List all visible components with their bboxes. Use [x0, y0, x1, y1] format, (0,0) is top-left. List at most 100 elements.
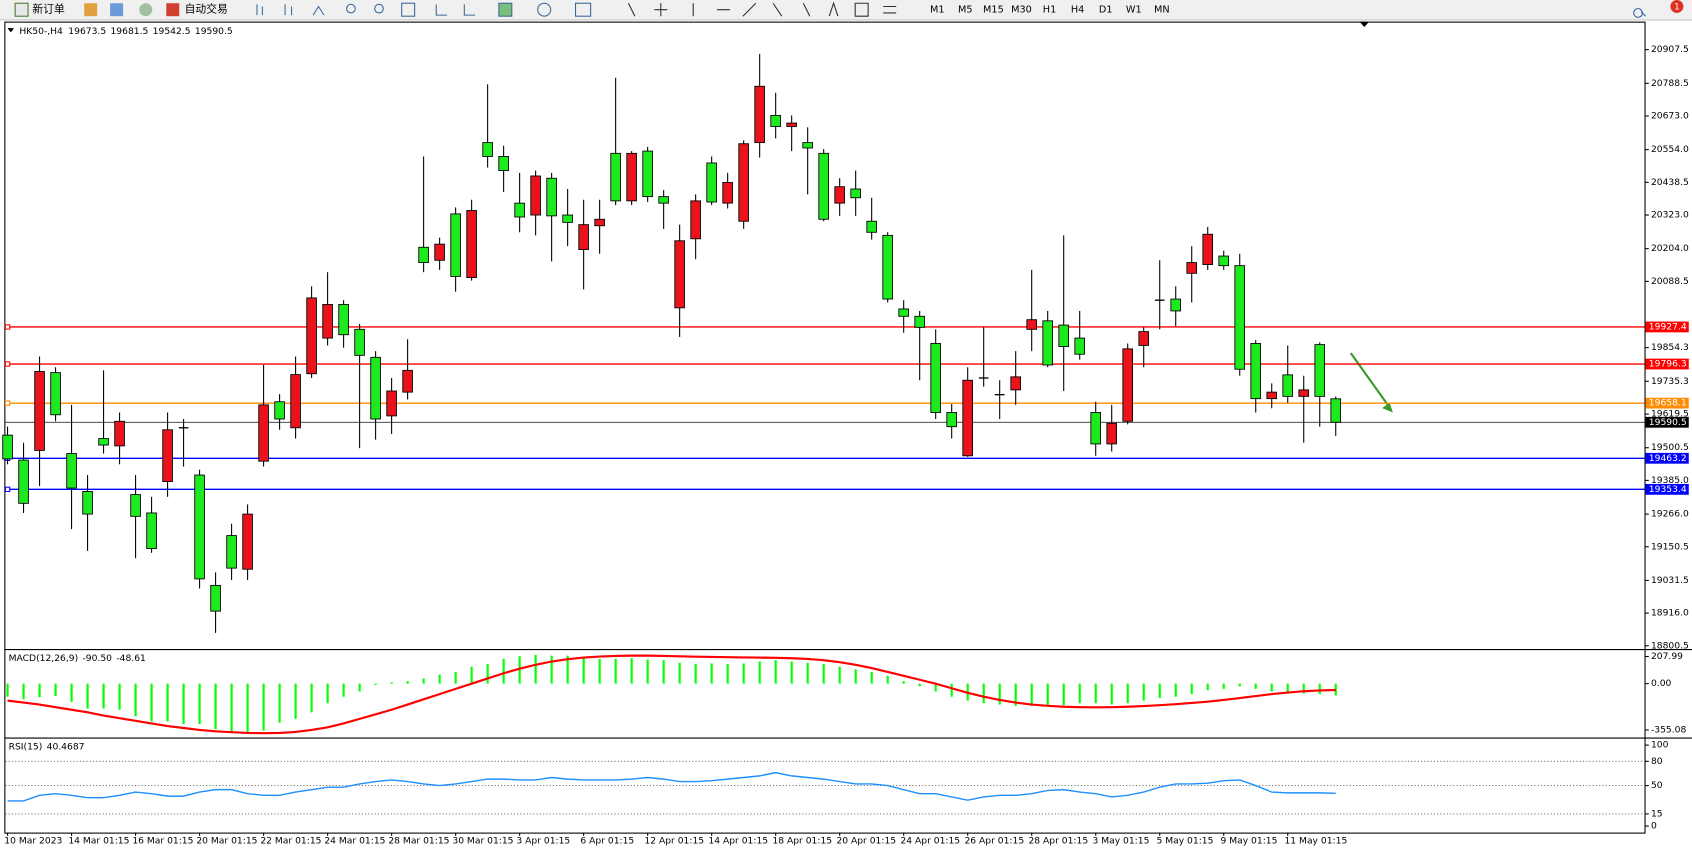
histogram-bar — [1206, 683, 1209, 691]
timeframe-button[interactable]: H1 — [1043, 5, 1056, 16]
level-label: 19927.4 — [1649, 321, 1687, 332]
y-tick-label: 20554.0 — [1651, 144, 1689, 155]
zoom-in[interactable] — [346, 3, 356, 14]
histogram-bar — [182, 683, 185, 725]
x-tick-label: 20 Mar 01:15 — [196, 836, 257, 847]
histogram-bar — [118, 683, 121, 710]
candle-body — [546, 177, 557, 217]
x-tick-label: 20 Apr 01:15 — [836, 836, 896, 847]
histogram-bar — [454, 671, 457, 684]
y-tick-label: 15 — [1651, 808, 1663, 819]
timeframe-button[interactable]: M5 — [958, 5, 973, 16]
histogram-bar — [1014, 683, 1017, 706]
y-tick-label: 50 — [1651, 780, 1663, 791]
chart-type-icons[interactable] — [256, 4, 325, 16]
candle-body — [770, 114, 781, 127]
y-tick-label: 207.99 — [1651, 651, 1683, 662]
candle-body — [1234, 265, 1246, 370]
timeframe-button[interactable]: M15 — [983, 5, 1004, 16]
trend-arrowhead — [1382, 402, 1393, 413]
histogram-bar — [166, 683, 169, 722]
y-tick-label: 19854.3 — [1651, 342, 1689, 353]
histogram-bar — [774, 660, 777, 684]
candle-body — [1010, 376, 1021, 391]
histogram-bar — [550, 655, 553, 684]
histogram-bar — [102, 683, 105, 709]
readout: 40.4687 — [47, 742, 85, 753]
timeframe-button[interactable]: MN — [1154, 5, 1170, 16]
candle-body — [482, 142, 493, 157]
x-tick-label: 28 Mar 01:15 — [388, 836, 449, 847]
candle-body — [82, 491, 93, 515]
y-tick-label: 0 — [1651, 821, 1657, 832]
histogram-bar — [950, 683, 953, 697]
candle-body — [34, 371, 45, 451]
candle-body — [594, 218, 605, 227]
level-label-bg — [1645, 321, 1689, 333]
candle-body — [1122, 348, 1134, 422]
histogram-bar — [54, 683, 57, 697]
readout: 19673.5 — [68, 26, 106, 37]
readout: -90.50 — [83, 653, 113, 664]
histogram-bar — [230, 683, 233, 734]
zoom-out[interactable] — [374, 3, 384, 14]
timeframes: M1 M5 M15 M30 H1 H4 D1 W1 MN — [930, 5, 1170, 16]
candle-body — [962, 379, 973, 457]
level-label-bg — [1645, 358, 1689, 370]
readout: 19681.5 — [110, 26, 148, 37]
candle-body — [306, 297, 317, 375]
timeframe-button[interactable]: M30 — [1011, 5, 1032, 16]
candle-body — [1026, 319, 1037, 330]
candle-body — [1250, 343, 1262, 400]
histogram-bar — [1318, 683, 1321, 695]
candle-body — [722, 182, 733, 204]
histogram-bar — [262, 683, 265, 731]
candle-body — [1074, 337, 1085, 355]
auto-trading-button[interactable]: 自动交易 — [166, 3, 228, 17]
histogram-bar — [822, 664, 825, 684]
candle-body — [162, 429, 173, 482]
timeframe-button[interactable]: D1 — [1099, 5, 1113, 16]
histogram-bar — [1158, 683, 1161, 699]
drawing-tools[interactable] — [627, 1, 897, 17]
icon[interactable] — [84, 3, 98, 17]
candle-body — [754, 85, 765, 144]
histogram-bar — [246, 683, 249, 732]
level-handle — [4, 361, 11, 367]
search[interactable] — [1633, 8, 1646, 18]
scroll-icons[interactable] — [435, 4, 476, 16]
tile[interactable] — [401, 2, 416, 17]
y-tick-label: 19150.5 — [1651, 541, 1689, 552]
x-tick-label: 18 Apr 01:15 — [772, 836, 832, 847]
candle-body — [1186, 262, 1198, 274]
icon — [14, 2, 29, 17]
y-tick-label: 19031.5 — [1651, 575, 1689, 586]
level-label: 19658.1 — [1649, 398, 1687, 409]
icon[interactable] — [139, 3, 153, 17]
x-tick-label: 14 Apr 01:15 — [708, 836, 768, 847]
new-order-button[interactable]: 新订单 — [14, 2, 65, 17]
histogram-bar — [1190, 683, 1193, 695]
candle-body — [1106, 422, 1118, 445]
candle-body — [450, 213, 461, 277]
x-tick-label: 26 Apr 01:15 — [964, 836, 1024, 847]
candle-body — [610, 152, 621, 202]
periods[interactable] — [537, 2, 552, 17]
histogram-bar — [214, 683, 217, 730]
histogram-bar — [150, 683, 153, 722]
indicators[interactable] — [498, 2, 513, 17]
timeframe-button[interactable]: W1 — [1126, 5, 1142, 16]
candle-body — [242, 513, 253, 570]
candle-body — [642, 150, 653, 198]
icon[interactable] — [110, 3, 124, 17]
y-tick-label: 20673.0 — [1651, 110, 1689, 121]
timeframe-button[interactable]: H4 — [1071, 5, 1084, 16]
templates[interactable] — [574, 2, 592, 17]
candle-body — [514, 202, 525, 218]
timeframe-button[interactable]: M1 — [930, 5, 945, 16]
histogram-bar — [310, 683, 313, 713]
histogram-bar — [902, 681, 905, 684]
toolbar-bg — [0, 0, 1692, 20]
badge[interactable] — [1670, 0, 1684, 13]
histogram-bar — [790, 661, 793, 684]
